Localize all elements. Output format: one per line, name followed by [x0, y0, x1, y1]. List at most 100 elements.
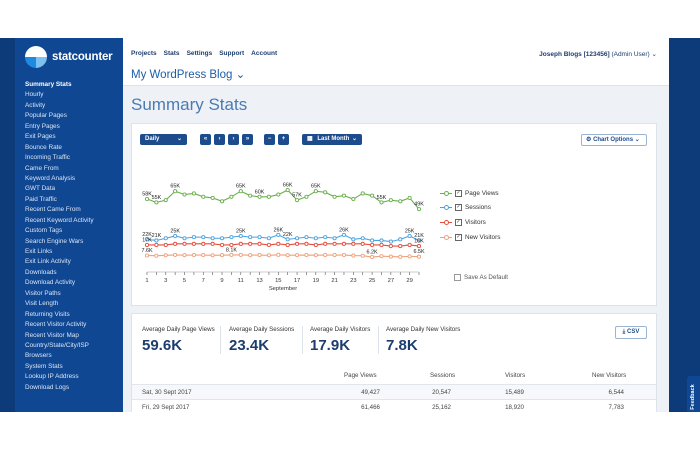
data-point-page-views	[182, 192, 187, 197]
data-point-visitors	[407, 242, 412, 248]
nav-settings[interactable]: Settings	[186, 50, 213, 57]
x-tick-label: 7	[202, 278, 205, 284]
sidebar-item-custom-tags[interactable]: Custom Tags	[25, 227, 63, 235]
data-point-new-visitors	[323, 252, 328, 258]
sidebar-item-paid-traffic[interactable]: Paid Traffic	[25, 195, 57, 203]
data-label-page-views: 65K	[311, 184, 321, 190]
sidebar-item-bounce-rate[interactable]: Bounce Rate	[25, 143, 62, 151]
table-row[interactable]: Fri, 29 Sept 2017 61,466 25,162 18,920 7,783	[132, 399, 656, 412]
table-row[interactable]: Sat, 30 Sept 2017 49,427 20,547 15,489 6,544	[132, 384, 656, 399]
zoom-in-button[interactable]: +	[278, 134, 289, 145]
sidebar-item-download-logs[interactable]: Download Logs	[25, 383, 70, 391]
chevron-down-icon: ⌄	[351, 136, 357, 142]
user-role: (Admin User)	[611, 51, 650, 58]
nav-support[interactable]: Support	[219, 50, 245, 57]
sidebar-item-system-stats[interactable]: System Stats	[25, 362, 63, 370]
brand-logo[interactable]: statcounter	[25, 46, 113, 68]
legend-label: New Visitors	[465, 233, 501, 241]
legend-label: Visitors	[465, 218, 486, 226]
x-tick-label: 19	[313, 278, 319, 284]
sidebar-item-exit-links[interactable]: Exit Links	[25, 248, 53, 255]
nav-stats[interactable]: Stats	[163, 50, 180, 57]
last-period-button[interactable]: »	[242, 134, 253, 145]
data-point-sessions	[370, 238, 375, 243]
data-point-sessions	[332, 236, 337, 241]
legend-item-sessions[interactable]: ✓ Sessions	[440, 201, 500, 216]
sidebar-item-popular-pages[interactable]: Popular Pages	[25, 112, 67, 120]
nav-projects[interactable]: Projects	[131, 50, 157, 57]
first-period-button[interactable]: «	[200, 134, 211, 145]
main-content: Projects Stats Settings Support Account My W…	[123, 38, 669, 412]
sidebar-item-hourly[interactable]: Hourly	[25, 91, 44, 99]
sidebar-item-browsers[interactable]: Browsers	[25, 352, 52, 360]
sidebar-item-visitor-paths[interactable]: Visitor Paths	[25, 289, 61, 297]
column-header-visitors[interactable]: Visitors	[505, 372, 526, 379]
sidebar-item-exit-link-activity[interactable]: Exit Link Activity	[25, 258, 71, 266]
data-point-page-views	[388, 198, 393, 203]
legend-item-page-views[interactable]: ✓ Page Views	[440, 186, 500, 201]
column-header-sessions[interactable]: Sessions	[430, 372, 456, 379]
date-range-select[interactable]: ▦ Last Month ⌄	[302, 134, 362, 145]
project-selector[interactable]: My WordPress Blog ⌄	[131, 67, 245, 81]
data-point-sessions	[248, 235, 253, 240]
legend-item-new-visitors[interactable]: ✓ New Visitors	[440, 230, 500, 245]
data-point-sessions	[266, 236, 271, 241]
column-header-new-visitors[interactable]: New Visitors	[592, 372, 627, 379]
user-menu[interactable]: Joseph Blogs [123456] (Admin User) ⌄	[539, 50, 657, 58]
data-point-page-views	[238, 189, 243, 194]
sidebar-item-visit-length[interactable]: Visit Length	[25, 300, 59, 308]
sidebar-item-lookup-ip-address[interactable]: Lookup IP Address	[25, 373, 79, 381]
sidebar-item-download-activity[interactable]: Download Activity	[25, 279, 76, 287]
save-as-default-checkbox[interactable]: Save As Default	[454, 274, 508, 281]
sidebar-item-returning-visits[interactable]: Returning Visits	[25, 310, 70, 318]
data-point-visitors	[219, 242, 225, 248]
data-point-page-views	[266, 194, 271, 199]
previous-period-button[interactable]: ‹	[214, 134, 225, 145]
sidebar-item-incoming-traffic[interactable]: Incoming Traffic	[25, 154, 70, 162]
column-header-page-views[interactable]: Page Views	[344, 372, 377, 379]
x-tick-label: 15	[275, 278, 281, 284]
sidebar-item-keyword-analysis[interactable]: Keyword Analysis	[25, 174, 76, 182]
nav-account[interactable]: Account	[251, 50, 278, 57]
sidebar-item-country-state-city-isp[interactable]: Country/State/City/ISP	[25, 341, 89, 349]
granularity-select[interactable]: Daily ⌄	[140, 134, 187, 145]
stat-new-visitors: Average Daily New Visitors 7.8K	[386, 326, 460, 354]
data-point-sessions	[257, 235, 262, 240]
sidebar-item-entry-pages[interactable]: Entry Pages	[25, 122, 60, 130]
data-point-new-visitors	[266, 253, 271, 258]
data-point-new-visitors	[248, 253, 253, 258]
legend-item-visitors[interactable]: ✓ Visitors	[440, 215, 500, 230]
sidebar-item-search-engine-wars[interactable]: Search Engine Wars	[25, 237, 84, 245]
data-point-visitors	[370, 242, 375, 248]
sidebar-item-gwt-data[interactable]: GWT Data	[25, 185, 56, 193]
sidebar-item-downloads[interactable]: Downloads	[25, 268, 57, 276]
data-point-new-visitors	[370, 255, 375, 260]
stat-value: 23.4K	[229, 337, 270, 354]
sidebar-item-came-from[interactable]: Came From	[25, 164, 59, 172]
data-point-page-views	[323, 190, 328, 195]
brand-name: statcounter	[52, 51, 113, 63]
stat-label: Average Daily Page Views	[142, 326, 215, 333]
csv-export-button[interactable]: ⤓ CSV	[615, 326, 647, 339]
data-point-page-views	[313, 189, 318, 194]
next-period-button[interactable]: ›	[228, 134, 239, 145]
chart-options-button[interactable]: ⚙ Chart Options ⌄	[581, 134, 647, 146]
sidebar-item-exit-pages[interactable]: Exit Pages	[25, 133, 56, 141]
data-label-new-visitors: 6.2K	[367, 250, 378, 256]
data-point-visitors	[285, 242, 290, 248]
zoom-out-button[interactable]: −	[264, 134, 275, 145]
sidebar-item-recent-visitor-activity[interactable]: Recent Visitor Activity	[25, 321, 87, 329]
sidebar-item-recent-keyword-activity[interactable]: Recent Keyword Activity	[25, 216, 94, 224]
data-point-sessions	[407, 233, 412, 239]
data-label-sessions: 25K	[170, 229, 180, 235]
data-label-page-views: 55K	[152, 195, 162, 201]
data-point-new-visitors	[173, 252, 178, 257]
sidebar-item-summary-stats[interactable]: Summary Stats	[25, 81, 72, 88]
stat-page-views: Average Daily Page Views 59.6K	[142, 326, 215, 354]
sidebar-item-recent-came-from[interactable]: Recent Came From	[25, 206, 81, 214]
stat-label: Average Daily Sessions	[229, 326, 295, 333]
data-point-new-visitors	[360, 253, 365, 258]
sidebar-item-recent-visitor-map[interactable]: Recent Visitor Map	[25, 331, 79, 339]
sidebar-item-activity[interactable]: Activity	[25, 101, 46, 109]
feedback-tab[interactable]: Feedback	[687, 376, 700, 412]
